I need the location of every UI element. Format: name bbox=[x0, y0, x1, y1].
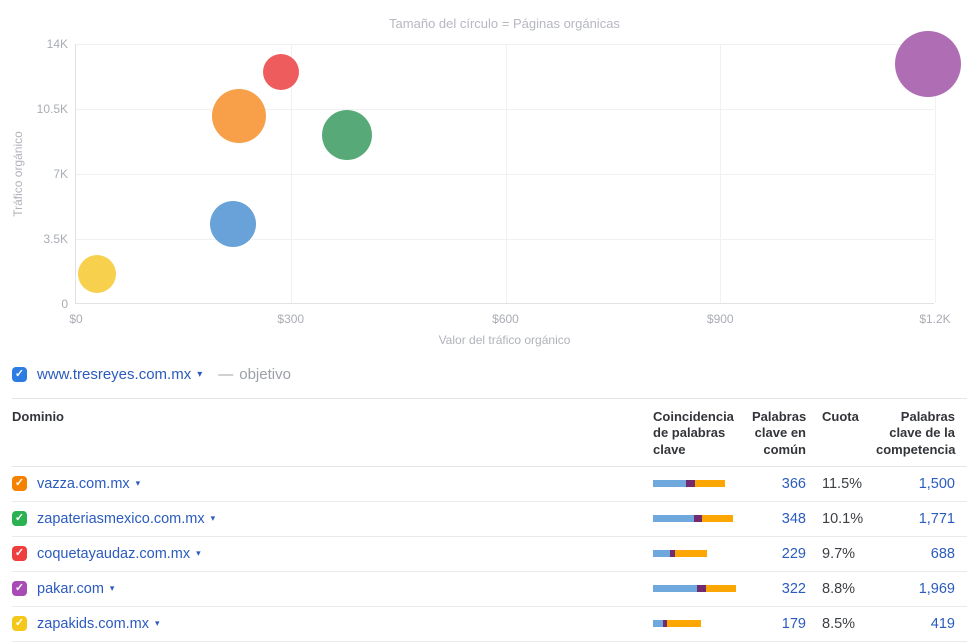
bubble-coquetayaudaz.com.mx[interactable] bbox=[262, 53, 299, 90]
share-value: 8.5% bbox=[822, 615, 856, 632]
competitor-keywords-value[interactable]: 419 bbox=[930, 615, 955, 632]
row-checkbox-icon[interactable]: ✓ bbox=[12, 581, 27, 597]
competitors-table: Dominio Coincidencia de palabras clave P… bbox=[12, 398, 967, 642]
table-row: ✓ pakar.com ▾ 322 8.8% 1,969 bbox=[12, 572, 967, 607]
chevron-down-icon[interactable]: ▾ bbox=[135, 478, 141, 489]
domain-link[interactable]: zapateriasmexico.com.mx bbox=[37, 510, 205, 527]
bar-segment bbox=[653, 480, 686, 488]
table-header: Dominio Coincidencia de palabras clave P… bbox=[12, 398, 967, 467]
bubble-pakar.com[interactable] bbox=[894, 31, 961, 98]
keyword-match-bar bbox=[653, 620, 752, 628]
common-keywords-value[interactable]: 322 bbox=[781, 580, 806, 597]
x-gridline bbox=[505, 44, 507, 303]
bubble-zapateriasmexico.com.mx[interactable] bbox=[322, 110, 373, 160]
bar-segment bbox=[675, 550, 707, 558]
competitor-keywords-value[interactable]: 688 bbox=[930, 545, 955, 562]
col-header-common: Palabras clave en común bbox=[752, 409, 807, 457]
y-tick-label: 14K bbox=[46, 37, 68, 51]
common-keywords-value[interactable]: 229 bbox=[781, 545, 806, 562]
x-tick-label: $300 bbox=[277, 312, 305, 326]
col-header-match: Coincidencia de palabras clave bbox=[653, 409, 734, 457]
competitor-keywords-value[interactable]: 1,969 bbox=[918, 580, 955, 597]
chevron-down-icon[interactable]: ▾ bbox=[197, 368, 203, 380]
keyword-match-bar bbox=[653, 585, 752, 593]
y-tick-label: 3.5K bbox=[43, 232, 68, 246]
x-gridline bbox=[290, 44, 292, 303]
bubble-vazza.com.mx[interactable] bbox=[212, 89, 267, 144]
share-value: 9.7% bbox=[822, 545, 856, 562]
keyword-match-bar bbox=[653, 480, 752, 488]
common-keywords-value[interactable]: 348 bbox=[781, 510, 806, 527]
col-header-domain: Dominio bbox=[12, 409, 64, 424]
domain-link[interactable]: vazza.com.mx bbox=[37, 475, 130, 492]
chevron-down-icon[interactable]: ▾ bbox=[155, 618, 160, 629]
bar-segment bbox=[697, 585, 706, 593]
bar-segment bbox=[663, 620, 667, 628]
bar-segment bbox=[695, 480, 725, 488]
table-row: ✓ coquetayaudaz.com.mx ▾ 229 9.7% 688 bbox=[12, 537, 967, 572]
bar-segment bbox=[653, 620, 663, 628]
row-checkbox-icon[interactable]: ✓ bbox=[12, 616, 27, 632]
chart-legend: ✓ www.tresreyes.com.mx ▾ — objetivo bbox=[12, 364, 979, 384]
x-tick-label: $600 bbox=[492, 312, 519, 326]
bubble-chart: Tamaño del círculo = Páginas orgánicas T… bbox=[11, 16, 961, 347]
bubble-www.tresreyes.com.mx[interactable] bbox=[210, 201, 257, 248]
bar-segment bbox=[653, 515, 694, 523]
table-row: ✓ zapakids.com.mx ▾ 179 8.5% 419 bbox=[12, 607, 967, 642]
row-checkbox-icon[interactable]: ✓ bbox=[12, 476, 27, 492]
x-gridline bbox=[720, 44, 722, 303]
competitor-keywords-value[interactable]: 1,500 bbox=[918, 475, 955, 492]
y-tick-label: 7K bbox=[53, 167, 68, 181]
target-checkbox-icon[interactable]: ✓ bbox=[12, 366, 27, 382]
col-header-share: Cuota bbox=[822, 409, 859, 424]
y-gridline bbox=[76, 174, 934, 175]
bar-segment bbox=[670, 550, 675, 558]
x-axis-title: Valor del tráfico orgánico bbox=[438, 333, 571, 347]
chart-title: Tamaño del círculo = Páginas orgánicas bbox=[389, 16, 620, 31]
y-tick-label: 10.5K bbox=[36, 102, 68, 116]
x-tick-label: $900 bbox=[706, 312, 734, 326]
common-keywords-value[interactable]: 179 bbox=[781, 615, 806, 632]
table-row: ✓ vazza.com.mx ▾ 366 11.5% 1,500 bbox=[12, 467, 967, 502]
competitor-keywords-value[interactable]: 1,771 bbox=[918, 510, 955, 527]
bar-segment bbox=[667, 620, 701, 628]
y-gridline bbox=[76, 239, 934, 240]
share-value: 10.1% bbox=[822, 510, 864, 527]
chevron-down-icon[interactable]: ▾ bbox=[210, 513, 216, 524]
table-row: ✓ zapateriasmexico.com.mx ▾ 348 10.1% 1,771 bbox=[12, 502, 967, 537]
target-label: objetivo bbox=[239, 365, 291, 383]
bar-segment bbox=[706, 585, 736, 593]
col-header-competitor: Palabras clave de la competencia bbox=[876, 409, 956, 457]
target-domain-link[interactable]: www.tresreyes.com.mx bbox=[37, 365, 192, 383]
x-tick-label: $0 bbox=[69, 312, 83, 326]
table-body: ✓ vazza.com.mx ▾ 366 11.5% 1,500 ✓ zapateriasme… bbox=[12, 467, 967, 642]
domain-link[interactable]: zapakids.com.mx bbox=[37, 615, 150, 632]
y-gridline bbox=[76, 109, 934, 110]
bar-segment bbox=[686, 480, 695, 488]
x-gridline bbox=[935, 44, 936, 303]
bubble-zapakids.com.mx[interactable] bbox=[78, 255, 117, 294]
y-tick-label: 0 bbox=[61, 297, 68, 311]
row-checkbox-icon[interactable]: ✓ bbox=[12, 511, 27, 527]
domain-link[interactable]: pakar.com bbox=[37, 580, 104, 597]
y-axis-title: Tráfico orgánico bbox=[11, 131, 25, 217]
bar-segment bbox=[702, 515, 733, 523]
x-tick-label: $1.2K bbox=[919, 312, 951, 326]
common-keywords-value[interactable]: 366 bbox=[781, 475, 806, 492]
share-value: 11.5% bbox=[822, 475, 863, 492]
share-value: 8.8% bbox=[822, 580, 856, 597]
y-gridline bbox=[76, 44, 934, 45]
target-line-icon: — bbox=[218, 365, 234, 383]
domain-link[interactable]: coquetayaudaz.com.mx bbox=[37, 545, 191, 562]
chevron-down-icon[interactable]: ▾ bbox=[109, 583, 115, 594]
bar-segment bbox=[694, 515, 702, 523]
row-checkbox-icon[interactable]: ✓ bbox=[12, 546, 27, 562]
chevron-down-icon[interactable]: ▾ bbox=[196, 548, 201, 559]
bar-segment bbox=[653, 585, 697, 593]
keyword-match-bar bbox=[653, 550, 752, 558]
bar-segment bbox=[653, 550, 670, 558]
plot-area: $0 $300 $600 $900 $1.2K 0 3.5K 7K 10.5K 14K bbox=[37, 31, 961, 326]
keyword-match-bar bbox=[653, 515, 752, 523]
